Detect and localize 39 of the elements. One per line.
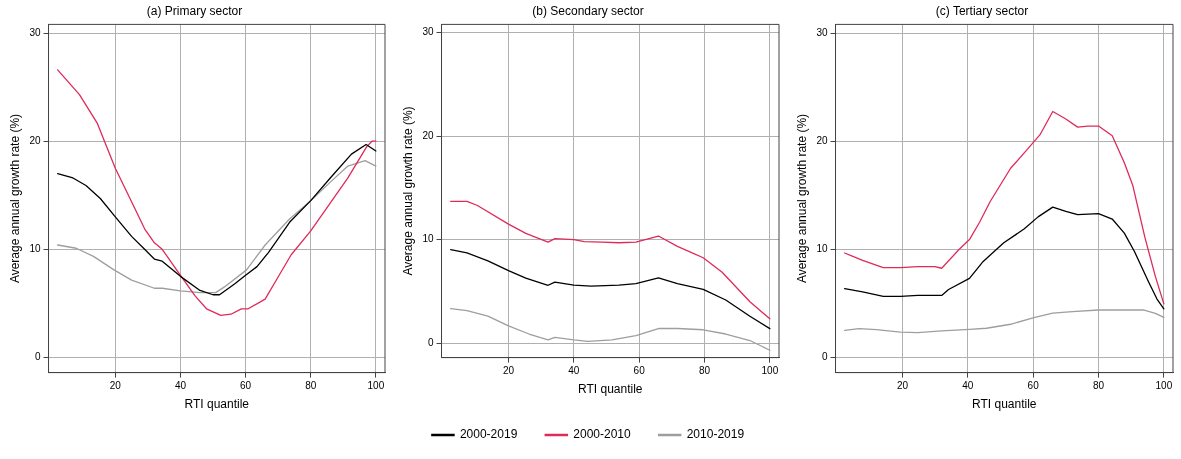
legend-label: 2000-2019: [459, 427, 518, 442]
y-tick-label: 0: [821, 351, 828, 363]
y-tick-label: 20: [816, 134, 828, 146]
y-tick-label: 0: [34, 351, 41, 363]
x-tick-label: 40: [174, 380, 187, 392]
x-tick-label: 60: [633, 365, 646, 377]
legend-label: 2010-2019: [686, 427, 745, 442]
y-tick-label: 20: [422, 129, 434, 141]
y-tick-label: 0: [427, 336, 434, 348]
x-tick-label: 40: [568, 365, 580, 377]
chart-title: (a) Primary sector: [146, 3, 243, 18]
x-tick-label: 100: [761, 365, 779, 377]
chart-title: (c) Tertiary sector: [935, 3, 1029, 18]
x-tick-label: 20: [502, 365, 515, 377]
x-tick-label: 20: [109, 380, 122, 392]
y-axis-title: Average annual growth rate (%): [7, 113, 22, 284]
x-tick-label: 80: [305, 380, 317, 392]
y-tick-label: 20: [29, 134, 41, 146]
x-tick-label: 80: [698, 365, 711, 377]
y-axis-title: Average annual growth rate (%): [794, 113, 809, 284]
x-tick-label: 40: [962, 380, 974, 392]
x-tick-label: 60: [240, 380, 252, 392]
legend-label: 2000-2010: [573, 427, 632, 442]
x-tick-label: 100: [1155, 380, 1173, 392]
x-tick-label: 80: [1092, 380, 1105, 392]
y-tick-label: 30: [29, 26, 41, 38]
y-tick-label: 30: [816, 26, 828, 38]
x-tick-label: 100: [367, 380, 385, 392]
x-tick-label: 20: [896, 380, 909, 392]
x-axis-title: RTI quantile: [184, 397, 250, 412]
y-tick-label: 10: [29, 243, 41, 255]
y-tick-label: 10: [816, 243, 828, 255]
x-axis-title: RTI quantile: [578, 382, 643, 397]
y-axis-title: Average annual growth rate (%): [400, 106, 415, 276]
y-tick-label: 30: [422, 26, 434, 38]
x-axis-title: RTI quantile: [972, 397, 1037, 412]
chart-title: (b) Secondary sector: [532, 3, 644, 18]
x-tick-label: 60: [1027, 380, 1040, 392]
y-tick-label: 10: [422, 233, 434, 245]
